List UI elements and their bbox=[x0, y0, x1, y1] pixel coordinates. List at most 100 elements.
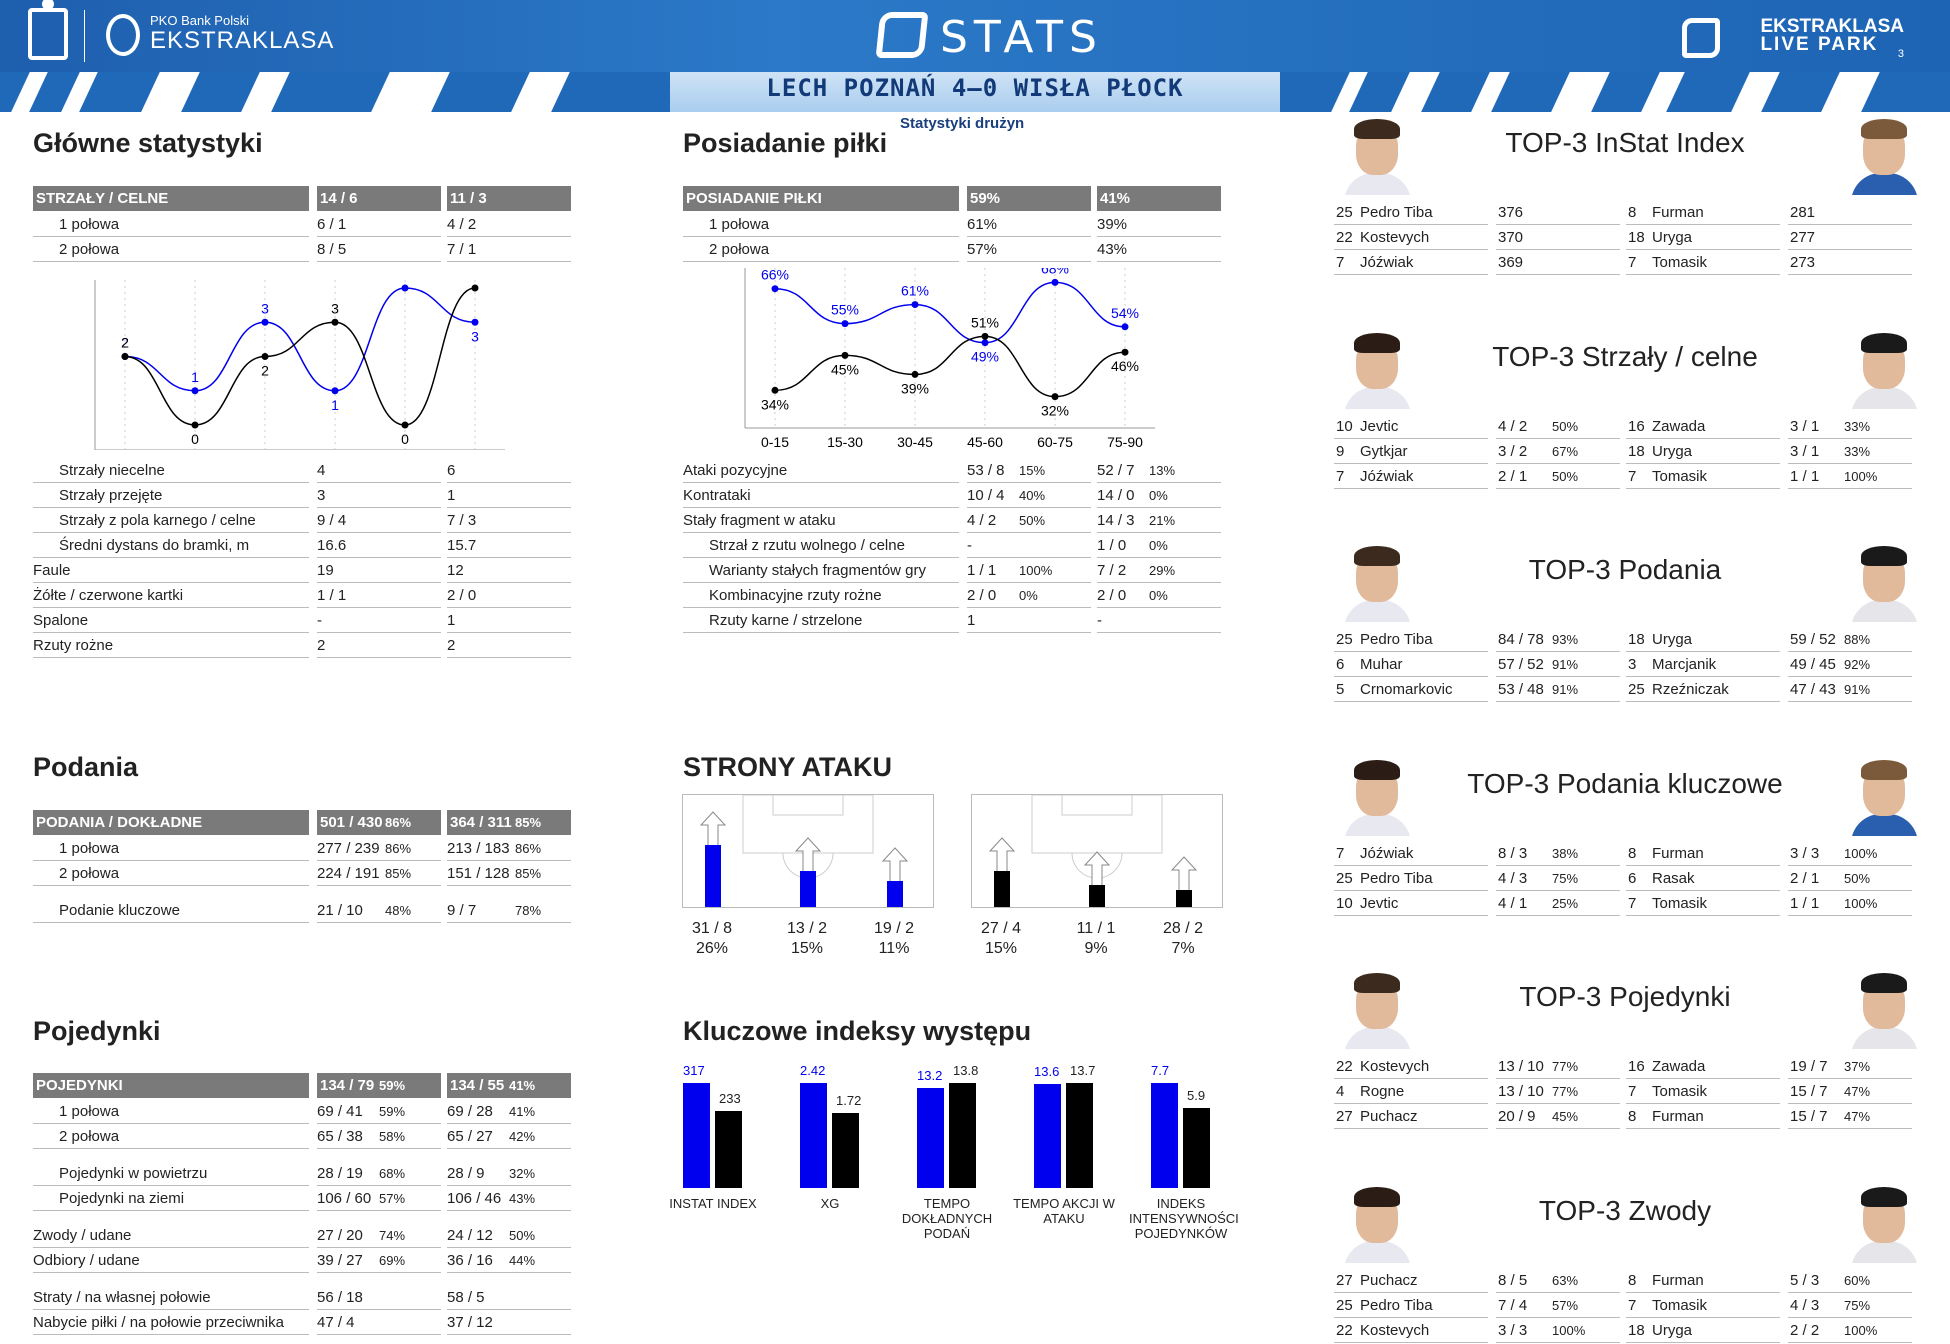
table-row-cell: Pojedynki na ziemi bbox=[33, 1186, 309, 1211]
attack-value: 13 / 2 bbox=[786, 920, 828, 937]
tick-label: 0-15 bbox=[761, 434, 789, 448]
table-row-pct: 57% bbox=[379, 1191, 406, 1206]
top-pct: 100% bbox=[1844, 1322, 1878, 1338]
pko-logo bbox=[28, 0, 68, 60]
table-row-cell: 1 połowa bbox=[33, 212, 309, 237]
player-name: Uryga bbox=[1652, 229, 1693, 246]
stats-title: STATS bbox=[940, 12, 1103, 63]
data-point bbox=[401, 421, 409, 429]
table-row-cell: Strzał z rzutu wolnego / celne bbox=[683, 533, 959, 558]
top-pct: 60% bbox=[1844, 1272, 1871, 1288]
table-row-cell: - bbox=[1097, 608, 1221, 633]
player-name: Tomasik bbox=[1652, 1296, 1708, 1314]
table-row-cell: 52 / 7 13% bbox=[1097, 458, 1221, 483]
possession-chart: 0-15 15-30 30-45 45-60 60-75 75-90 66% 55% 61% 49… bbox=[744, 268, 1155, 448]
table-head-cell: 501 / 430 86% bbox=[317, 810, 441, 835]
data-label: 45% bbox=[831, 361, 859, 377]
player-shirt bbox=[1851, 813, 1918, 836]
table-row-pct: 69% bbox=[379, 1253, 406, 1268]
top-pct: 93% bbox=[1552, 632, 1579, 647]
player-name: Gytkjar bbox=[1360, 442, 1408, 460]
data-point bbox=[331, 387, 339, 395]
table-row-cell: 2 / 0 0% bbox=[967, 583, 1091, 608]
player-shirt bbox=[1851, 1027, 1918, 1049]
attack-pct: 15% bbox=[790, 940, 824, 957]
table-row-cell: Podanie kluczowe bbox=[33, 898, 309, 923]
table-row-cell: 3 bbox=[317, 483, 441, 508]
player-name: Pedro Tiba bbox=[1360, 204, 1433, 221]
data-label: 4 bbox=[401, 280, 409, 282]
data-label: 2 bbox=[261, 363, 269, 379]
table-row-cell: 14 / 3 21% bbox=[1097, 508, 1221, 533]
top-value: 13 / 10 77% bbox=[1496, 1054, 1620, 1079]
top-pct: 50% bbox=[1552, 418, 1579, 434]
table-row-cell: 47 / 4 bbox=[317, 1310, 441, 1335]
attack-value: 19 / 2 bbox=[873, 920, 915, 937]
top-title: TOP-3 Podania kluczowe bbox=[1467, 767, 1783, 799]
top-value: 15 / 7 47% bbox=[1788, 1104, 1912, 1129]
top-pct: 25% bbox=[1552, 895, 1579, 911]
data-point bbox=[1121, 323, 1129, 331]
player-photo bbox=[1847, 1183, 1922, 1263]
player-hair bbox=[1354, 546, 1400, 566]
top-player: 3 Marcjanik bbox=[1626, 652, 1780, 677]
player-name: Pedro Tiba bbox=[1360, 1296, 1433, 1314]
player-hair bbox=[1861, 759, 1907, 780]
player-name: Uryga bbox=[1652, 442, 1693, 460]
data-point bbox=[1051, 393, 1059, 401]
attack-pct: 15% bbox=[984, 940, 1018, 957]
player-hair bbox=[1861, 119, 1907, 139]
shirt-number: 22 bbox=[1336, 1321, 1353, 1339]
top-title: TOP-3 Zwody bbox=[1538, 1194, 1712, 1226]
tick-label: 30-45 bbox=[897, 434, 933, 448]
attack-pct: 11% bbox=[878, 940, 910, 957]
table-row-cell: 1 połowa bbox=[33, 1099, 309, 1124]
top-value: 376 bbox=[1496, 200, 1620, 225]
top-value: 5 / 3 60% bbox=[1788, 1268, 1912, 1293]
table-row-pct: 42% bbox=[509, 1129, 536, 1144]
data-label: 34% bbox=[761, 396, 789, 412]
attack-pct: 26% bbox=[695, 940, 729, 957]
table-row-cell: 1 połowa bbox=[33, 836, 309, 861]
top-player: 10 Jevtic bbox=[1334, 414, 1488, 439]
table-row-cell: 65 / 27 42% bbox=[447, 1124, 571, 1149]
player-shirt bbox=[1344, 813, 1411, 836]
tick-label: 75-90 bbox=[1107, 434, 1143, 448]
table-row-cell: Strzały z pola karnego / celne bbox=[33, 508, 309, 533]
table-row-pct: 0% bbox=[1149, 588, 1168, 603]
player-shirt bbox=[1344, 173, 1411, 195]
player-name: Uryga bbox=[1652, 631, 1693, 648]
table-row-cell: 19 bbox=[317, 558, 441, 583]
data-point bbox=[841, 320, 849, 328]
player-photo bbox=[1340, 115, 1415, 195]
player-name: Tomasik bbox=[1652, 467, 1708, 485]
data-label: 32% bbox=[1041, 403, 1069, 419]
series-line bbox=[774, 281, 1126, 344]
attack-arrow-icon bbox=[881, 847, 909, 881]
data-point bbox=[1121, 348, 1129, 356]
table-head-cell: 41% bbox=[1097, 186, 1221, 211]
player-photo bbox=[1847, 756, 1922, 836]
top-title: TOP-3 Podania bbox=[1528, 554, 1722, 585]
table-head-cell: 364 / 311 85% bbox=[447, 810, 571, 835]
table-row-cell: 8 / 5 bbox=[317, 237, 441, 262]
table-row-pct: 21% bbox=[1149, 513, 1176, 528]
table-row-cell: 69 / 41 59% bbox=[317, 1099, 441, 1124]
table-row-cell: Warianty stałych fragmentów gry bbox=[683, 558, 959, 583]
top-player: 18 Uryga bbox=[1626, 627, 1780, 652]
top-player: 25 Pedro Tiba bbox=[1334, 1293, 1488, 1318]
table-row-cell: 4 bbox=[317, 458, 441, 483]
table-row-cell: 2 połowa bbox=[33, 861, 309, 886]
table-row-cell: - bbox=[317, 608, 441, 633]
table-row-cell: Ataki pozycyjne bbox=[683, 458, 959, 483]
tick-label: 45-60 bbox=[967, 434, 1003, 448]
top-pct: 92% bbox=[1844, 657, 1871, 672]
key-bar-away bbox=[1183, 1108, 1210, 1188]
table-row-cell: 7 / 3 bbox=[447, 508, 571, 533]
table-row-pct: 0% bbox=[1149, 538, 1168, 553]
top-pct: 91% bbox=[1552, 682, 1579, 697]
player-name: Puchacz bbox=[1360, 1271, 1418, 1289]
table-row-cell: 39 / 27 69% bbox=[317, 1248, 441, 1273]
table-row-cell: Rzuty rożne bbox=[33, 633, 309, 658]
livepark-line2: LIVE PARK bbox=[1760, 34, 1879, 55]
